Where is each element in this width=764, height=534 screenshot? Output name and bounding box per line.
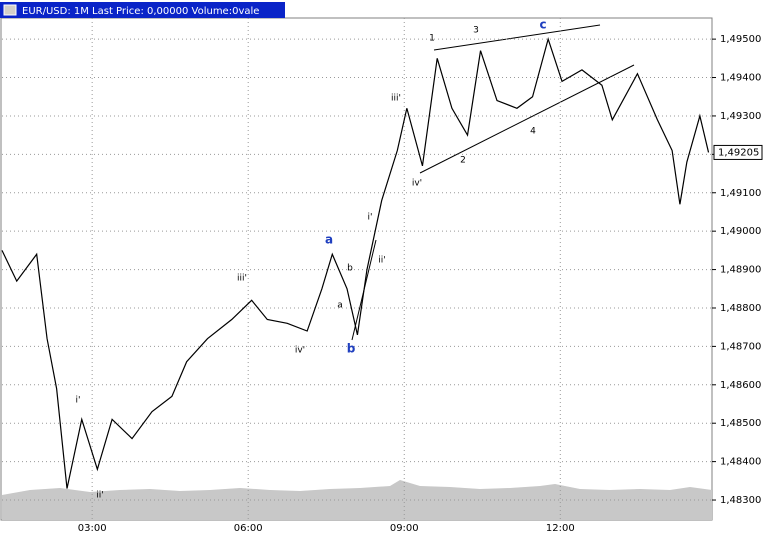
wave-label: i' <box>368 213 373 223</box>
y-tick-label: 1,48900 <box>720 265 761 276</box>
y-tick-label: 1,48800 <box>720 303 761 314</box>
x-tick-label: 03:00 <box>78 523 107 534</box>
wave-label: c <box>539 18 546 32</box>
title-bar <box>0 2 285 18</box>
y-tick-label: 1,49300 <box>720 111 761 122</box>
y-tick-label: 1,48600 <box>720 380 761 391</box>
x-tick-label: 06:00 <box>234 523 263 534</box>
last-price-label: 1,49205 <box>718 147 759 158</box>
wave-label: i' <box>76 396 81 406</box>
wave-label: 4 <box>530 127 536 137</box>
wave-label: iv' <box>412 179 422 189</box>
y-tick-label: 1,48700 <box>720 341 761 352</box>
y-tick-label: 1,48500 <box>720 418 761 429</box>
wave-label: 2 <box>460 156 466 166</box>
chart-title: EUR/USD: 1M Last Price: 0,00000 Volume:0… <box>22 6 259 17</box>
y-tick-label: 1,48400 <box>720 457 761 468</box>
wave-label: iii' <box>391 94 401 104</box>
y-tick-label: 1,49100 <box>720 188 761 199</box>
wave-label: b <box>347 342 356 356</box>
y-tick-label: 1,49500 <box>720 34 761 45</box>
window-icon[interactable] <box>3 4 17 16</box>
x-tick-label: 09:00 <box>390 523 419 534</box>
wave-label: iii' <box>237 274 247 284</box>
y-tick-label: 1,49400 <box>720 73 761 84</box>
trend-line <box>433 24 601 51</box>
wave-label: iv' <box>295 346 305 356</box>
wave-label: 1 <box>429 34 435 44</box>
wave-label: a <box>337 301 343 311</box>
y-tick-label: 1,48300 <box>720 495 761 506</box>
wave-label: ii' <box>378 256 385 266</box>
wave-label: ii' <box>96 491 103 501</box>
y-tick-label: 1,49000 <box>720 226 761 237</box>
wave-label: 3 <box>473 26 479 36</box>
x-tick-label: 12:00 <box>546 523 575 534</box>
volume-area <box>2 480 712 520</box>
wave-label: b <box>347 264 353 274</box>
wave-label: a <box>325 233 333 247</box>
last-price-box <box>713 144 763 160</box>
price-line <box>1 37 710 489</box>
